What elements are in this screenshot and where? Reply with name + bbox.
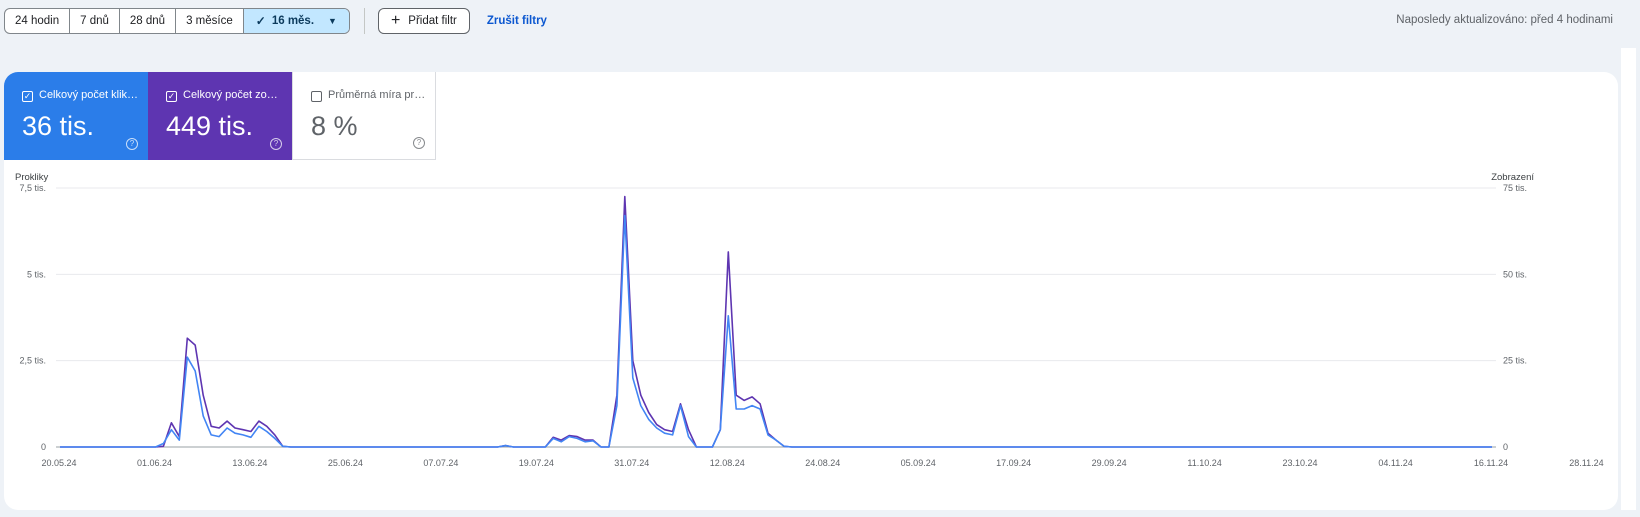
checkbox-checked-icon[interactable]: ✓ <box>22 91 33 102</box>
x-tick: 05.09.24 <box>901 458 936 468</box>
side-scroll-region <box>1621 48 1636 510</box>
x-tick: 31.07.24 <box>614 458 649 468</box>
metric-value-ctr: 8 % <box>311 111 358 141</box>
y-tick-right: 50 tis. <box>1503 269 1527 279</box>
x-tick: 13.06.24 <box>232 458 267 468</box>
add-filter-label: Přidat filtr <box>408 15 457 27</box>
y-axis-right-title: Zobrazení <box>1491 172 1534 183</box>
toolbar-divider <box>363 8 365 34</box>
metric-cards: ✓ Celkový počet klik… 36 tis. ? ✓ Celkov… <box>4 72 436 160</box>
metric-label-clicks: Celkový počet klik… <box>39 89 139 101</box>
checkbox-empty-icon[interactable] <box>311 91 322 102</box>
y-tick-right: 75 tis. <box>1503 183 1527 193</box>
help-icon[interactable]: ? <box>270 138 282 150</box>
y-tick-left: 5 tis. <box>27 269 46 279</box>
range-24h-button[interactable]: 24 hodin <box>5 9 71 33</box>
x-tick: 20.05.24 <box>41 458 76 468</box>
y-tick-left: 2,5 tis. <box>19 356 46 366</box>
y-tick-right: 0 <box>1503 442 1508 452</box>
impressions-series-line <box>60 195 1492 448</box>
x-tick: 11.10.24 <box>1187 458 1221 468</box>
x-tick: 28.11.24 <box>1569 458 1603 468</box>
metric-value-clicks: 36 tis. <box>22 111 95 141</box>
x-tick: 17.09.24 <box>996 458 1031 468</box>
help-icon[interactable]: ? <box>413 137 425 149</box>
metric-label-ctr: Průměrná míra pr… <box>328 89 426 101</box>
x-tick: 19.07.24 <box>519 458 554 468</box>
range-16m-button[interactable]: ✓ 16 měs. ▼ <box>243 9 349 33</box>
range-7d-button[interactable]: 7 dnů <box>70 9 120 33</box>
clicks-series-line <box>60 214 1492 448</box>
metric-card-impressions[interactable]: ✓ Celkový počet zo… 449 tis. ? <box>148 72 292 160</box>
dropdown-arrow-icon: ▼ <box>328 16 337 26</box>
y-tick-right: 25 tis. <box>1503 356 1527 366</box>
last-updated-text: Naposledy aktualizováno: před 4 hodinami <box>1396 14 1613 26</box>
plus-icon: + <box>390 12 401 29</box>
x-tick: 07.07.24 <box>423 458 458 468</box>
range-16m-label: 16 měs. <box>271 15 315 27</box>
metric-label-impressions: Celkový počet zo… <box>183 89 278 101</box>
metric-value-impressions: 449 tis. <box>166 111 254 141</box>
checkmark-icon: ✓ <box>255 14 266 28</box>
date-range-toolbar: 24 hodin 7 dnů 28 dnů 3 měsíce ✓ 16 měs.… <box>4 8 547 34</box>
x-tick: 01.06.24 <box>137 458 172 468</box>
y-axis-left-title: Prokliky <box>15 172 49 183</box>
x-tick: 23.10.24 <box>1283 458 1318 468</box>
x-tick: 12.08.24 <box>710 458 745 468</box>
y-tick-left: 7,5 tis. <box>19 183 46 193</box>
clear-filters-link[interactable]: Zrušit filtry <box>486 15 547 27</box>
range-3m-button[interactable]: 3 měsíce <box>176 9 244 33</box>
metric-card-clicks[interactable]: ✓ Celkový počet klik… 36 tis. ? <box>4 72 148 160</box>
x-tick: 25.06.24 <box>328 458 363 468</box>
performance-panel: ✓ Celkový počet klik… 36 tis. ? ✓ Celkov… <box>4 72 1618 510</box>
x-tick: 24.08.24 <box>805 458 840 468</box>
checkbox-checked-icon[interactable]: ✓ <box>166 91 177 102</box>
metric-card-ctr[interactable]: Průměrná míra pr… 8 % ? <box>292 72 436 160</box>
x-tick: 16.11.24 <box>1474 458 1508 468</box>
help-icon[interactable]: ? <box>126 138 138 150</box>
performance-chart[interactable]: Prokliky Zobrazení 0 0 2,5 tis. 25 tis. 5 ti… <box>4 72 1618 510</box>
y-tick-left: 0 <box>41 442 46 452</box>
range-28d-button[interactable]: 28 dnů <box>120 9 177 33</box>
x-tick: 04.11.24 <box>1378 458 1412 468</box>
x-tick: 29.09.24 <box>1092 458 1127 468</box>
date-range-selector: 24 hodin 7 dnů 28 dnů 3 měsíce ✓ 16 měs.… <box>4 8 350 34</box>
add-filter-button[interactable]: + Přidat filtr <box>377 8 470 34</box>
